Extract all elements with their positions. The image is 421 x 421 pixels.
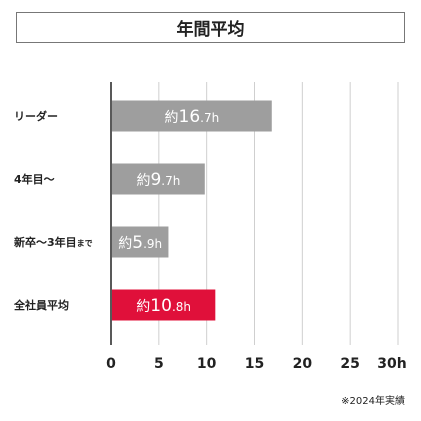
x-tick-label: 30h bbox=[377, 356, 406, 372]
x-tick-label: 0 bbox=[106, 356, 116, 372]
data-label: 約5.9h bbox=[118, 233, 162, 253]
footnote: ※2024年実績 bbox=[341, 396, 405, 407]
x-tick-label: 15 bbox=[245, 356, 264, 372]
data-label: 約9.7h bbox=[136, 170, 180, 190]
data-label: 約10.8h bbox=[136, 296, 191, 316]
x-tick-label: 25 bbox=[340, 356, 359, 372]
bar bbox=[112, 163, 205, 195]
bar bbox=[112, 226, 169, 258]
category-label: 4年目〜 bbox=[14, 172, 55, 186]
x-tick-label: 5 bbox=[154, 356, 164, 372]
x-tick-label: 20 bbox=[293, 356, 313, 372]
bar bbox=[112, 289, 216, 321]
category-label: 全社員平均 bbox=[13, 298, 69, 312]
data-label: 約16.7h bbox=[165, 107, 220, 127]
category-label: 新卒〜3年目まで bbox=[14, 235, 93, 249]
x-tick-label: 10 bbox=[197, 356, 217, 372]
bar bbox=[112, 100, 272, 132]
category-label: リーダー bbox=[14, 109, 58, 123]
chart-title: 年間平均 bbox=[16, 12, 405, 43]
